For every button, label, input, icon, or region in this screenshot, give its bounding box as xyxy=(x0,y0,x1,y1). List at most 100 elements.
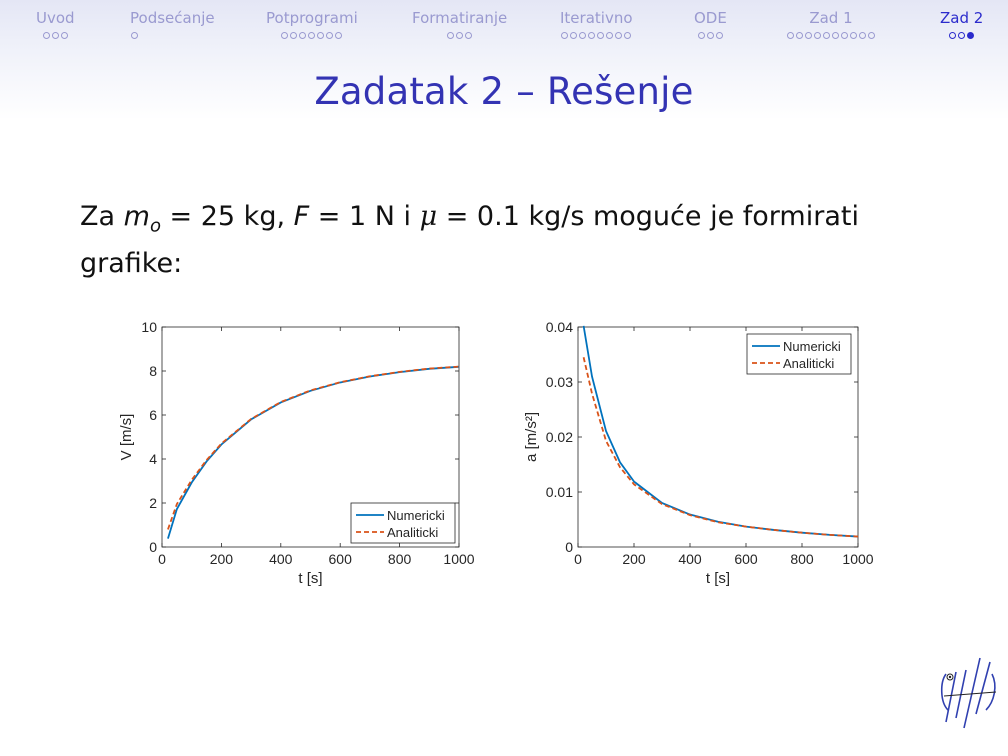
nav-dot[interactable] xyxy=(42,32,50,39)
nav-label: Iterativno xyxy=(560,9,633,27)
nav-dot[interactable] xyxy=(823,32,830,39)
legend-box xyxy=(746,333,852,375)
university-logo-icon xyxy=(940,657,997,729)
mass-value: = 25 kg, xyxy=(160,201,294,232)
y-tick-label: 0.04 xyxy=(546,319,573,335)
nav-dot[interactable] xyxy=(850,32,857,39)
legend-label: Analiticki xyxy=(783,356,834,371)
y-tick-label: 4 xyxy=(149,451,157,467)
legend-label: Numericki xyxy=(783,339,841,354)
nav-dot[interactable] xyxy=(796,32,803,39)
nav-dot[interactable] xyxy=(967,32,975,39)
series-line xyxy=(167,365,460,530)
nav-dots[interactable] xyxy=(940,30,983,40)
nav-dot[interactable] xyxy=(597,32,605,39)
y-axis-label: V [m/s] xyxy=(118,414,135,461)
x-tick-label: 600 xyxy=(734,551,758,567)
nav-section-zad1[interactable]: Zad 1 xyxy=(786,8,876,40)
nav-dot[interactable] xyxy=(335,32,343,39)
nav-section-ode[interactable]: ODE xyxy=(694,8,727,40)
nav-dot[interactable] xyxy=(868,32,875,39)
legend-label: Numericki xyxy=(387,508,445,523)
x-tick-label: 400 xyxy=(269,551,293,567)
mass-symbol: m xyxy=(123,201,150,232)
nav-dots[interactable] xyxy=(36,30,75,40)
y-tick-label: 0.03 xyxy=(546,374,573,390)
nav-dot[interactable] xyxy=(697,32,705,39)
nav-dot[interactable] xyxy=(832,32,839,39)
nav-dot[interactable] xyxy=(805,32,812,39)
nav-dot[interactable] xyxy=(958,32,966,39)
x-axis-label: t [s] xyxy=(706,570,730,587)
mu-value: = 0.1 kg/s moguće je formirati grafike: xyxy=(80,201,859,280)
x-tick-label: 800 xyxy=(388,551,412,567)
nav-dot[interactable] xyxy=(606,32,614,39)
y-tick-label: 6 xyxy=(149,407,157,423)
nav-dot[interactable] xyxy=(51,32,59,39)
nav-dot[interactable] xyxy=(841,32,848,39)
nav-dot[interactable] xyxy=(579,32,587,39)
nav-section-formatiranje[interactable]: Formatiranje xyxy=(412,8,507,40)
nav-section-uvod[interactable]: Uvod xyxy=(36,8,75,40)
legend-box xyxy=(350,502,456,544)
y-tick-label: 0 xyxy=(149,539,157,555)
nav-dot[interactable] xyxy=(317,32,325,39)
force-value: = 1 N i xyxy=(309,201,420,232)
nav-dot[interactable] xyxy=(859,32,866,39)
force-symbol: F xyxy=(293,201,310,232)
nav-dots[interactable] xyxy=(130,30,215,40)
nav-dot[interactable] xyxy=(456,32,464,39)
slide-title: Zadatak 2 – Rešenje xyxy=(314,70,694,113)
nav-label: Podsećanje xyxy=(130,9,215,27)
y-tick-label: 10 xyxy=(141,319,157,335)
x-tick-label: 0 xyxy=(158,551,166,567)
nav-dot[interactable] xyxy=(561,32,569,39)
nav-section-potprogrami[interactable]: Potprogrami xyxy=(266,8,358,40)
nav-label: Uvod xyxy=(36,9,75,27)
nav-section-iterativno[interactable]: Iterativno xyxy=(560,8,633,40)
nav-section-zad2[interactable]: Zad 2 xyxy=(940,8,983,40)
nav-dot[interactable] xyxy=(60,32,68,39)
nav-dot[interactable] xyxy=(308,32,316,39)
mass-subscript: o xyxy=(149,215,161,237)
nav-dot[interactable] xyxy=(570,32,578,39)
nav-label: Zad 1 xyxy=(809,9,853,27)
navigation-bar: Uvod Podsećanje Potprogrami Formatiranje… xyxy=(0,0,1008,120)
velocity-chart: 0 200 400 600 800 1000 0 2 4 6 8 10 t [s] V [m/s] Nume… xyxy=(118,319,475,587)
nav-dot[interactable] xyxy=(290,32,298,39)
nav-dots[interactable] xyxy=(694,30,727,40)
y-tick-label: 0 xyxy=(565,539,573,555)
nav-dot[interactable] xyxy=(615,32,623,39)
slide-body-text: Za mo = 25 kg, F = 1 N i μ = 0.1 kg/s mo… xyxy=(80,198,940,283)
nav-dot[interactable] xyxy=(447,32,455,39)
nav-dots[interactable] xyxy=(786,30,876,40)
series-line xyxy=(582,357,859,538)
nav-dots[interactable] xyxy=(560,30,633,40)
nav-dot[interactable] xyxy=(706,32,714,39)
nav-dot[interactable] xyxy=(949,32,957,39)
x-tick-label: 0 xyxy=(574,551,582,567)
nav-label: Zad 2 xyxy=(940,9,984,27)
nav-dot[interactable] xyxy=(787,32,794,39)
y-tick-label: 0.02 xyxy=(546,429,573,445)
nav-dot[interactable] xyxy=(465,32,473,39)
nav-dots[interactable] xyxy=(266,30,358,40)
x-tick-label: 600 xyxy=(329,551,353,567)
x-tick-label: 400 xyxy=(678,551,702,567)
text-prefix: Za xyxy=(80,201,124,232)
nav-dot[interactable] xyxy=(814,32,821,39)
nav-dot[interactable] xyxy=(281,32,289,39)
nav-dot[interactable] xyxy=(624,32,632,39)
nav-dot[interactable] xyxy=(131,32,138,39)
nav-dot[interactable] xyxy=(715,32,723,39)
nav-section-podsecanje[interactable]: Podsećanje xyxy=(130,8,215,40)
nav-dot[interactable] xyxy=(588,32,596,39)
nav-dot[interactable] xyxy=(299,32,307,39)
x-tick-label: 1000 xyxy=(842,551,873,567)
nav-dot[interactable] xyxy=(326,32,334,39)
x-tick-label: 200 xyxy=(622,551,646,567)
mu-symbol: μ xyxy=(419,201,438,232)
nav-dots[interactable] xyxy=(412,30,507,40)
acceleration-chart: 0 200 400 600 800 1000 0 0.01 0.02 0.03 0.04 t [s] a… xyxy=(523,319,874,587)
y-axis-label: a [m/s²] xyxy=(523,412,540,462)
